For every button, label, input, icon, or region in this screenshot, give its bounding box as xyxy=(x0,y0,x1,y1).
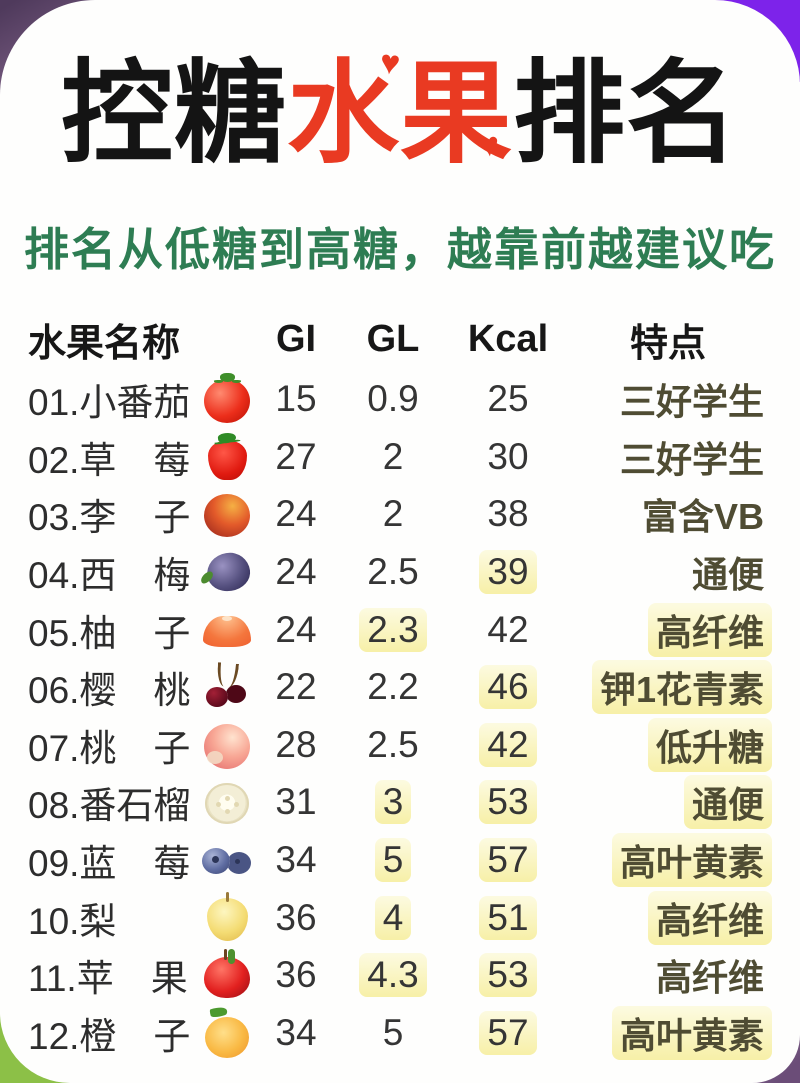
table-row: 06.樱 桃 22 2.2 46 钾1花青素 xyxy=(28,658,772,716)
header-fruit-name: 水果名称 xyxy=(28,323,181,366)
orange-icon xyxy=(200,1006,254,1060)
apple-icon xyxy=(200,948,254,1002)
gi-value: 36 xyxy=(275,954,317,996)
fruit-rank-name: 03.李 子 xyxy=(28,497,191,539)
feature-text: 高纤维 xyxy=(647,602,772,657)
gi-value: 28 xyxy=(275,723,317,765)
feature-text: 富含VB xyxy=(641,496,764,538)
gl-value: 4.3 xyxy=(359,953,427,998)
feature-text: 三好学生 xyxy=(619,438,764,480)
table-row: 12.橙 子 34 5 57 高叶黄素 xyxy=(28,1004,772,1062)
page-title: 控糖水果 ♥ ♥ 排名 xyxy=(0,42,800,185)
pomelo-icon xyxy=(200,603,254,657)
feature-text: 高纤维 xyxy=(647,890,772,945)
kcal-value: 38 xyxy=(487,493,529,535)
gl-value: 0.9 xyxy=(367,378,419,420)
table-row: 11.苹 果 36 4.3 53 高纤维 xyxy=(28,946,772,1004)
gl-value: 2 xyxy=(382,435,404,477)
feature-text: 钾1花青素 xyxy=(591,660,772,715)
guava-icon xyxy=(200,775,254,829)
gl-value: 2.5 xyxy=(367,723,419,765)
gl-value: 2.2 xyxy=(367,666,419,708)
gi-value: 34 xyxy=(275,1011,317,1053)
gl-value: 5 xyxy=(374,837,412,882)
heart-icon: ♥ xyxy=(477,125,502,165)
cherry-icon xyxy=(200,660,254,714)
header-feature: 特点 xyxy=(629,323,706,366)
fruit-rank-name: 04.西 梅 xyxy=(28,554,191,596)
table-row: 10.梨 36 4 51 高纤维 xyxy=(28,889,772,947)
table-header-row: 水果名称 GI GL Kcal 特点 xyxy=(28,312,772,366)
table-row: 04.西 梅 24 2.5 39 通便 xyxy=(28,543,772,601)
fruit-rank-name: 06.樱 桃 xyxy=(28,670,191,712)
title-part-black-left: 控糖 xyxy=(61,51,287,176)
header-kcal: Kcal xyxy=(467,318,549,361)
kcal-value: 53 xyxy=(479,780,537,825)
gl-value: 2 xyxy=(382,493,404,535)
gl-value: 3 xyxy=(374,780,412,825)
fruit-ranking-table: 水果名称 GI GL Kcal 特点 01.小番茄 15 0.9 25 三好学生… xyxy=(28,312,772,1061)
gl-value: 4 xyxy=(374,895,412,940)
kcal-value: 30 xyxy=(487,435,529,477)
fruit-rank-name: 01.小番茄 xyxy=(28,382,191,424)
gi-value: 24 xyxy=(275,608,317,650)
gl-value: 5 xyxy=(382,1011,404,1053)
gi-value: 24 xyxy=(275,550,317,592)
kcal-value: 25 xyxy=(487,378,529,420)
gi-value: 24 xyxy=(275,493,317,535)
table-row: 05.柚 子 24 2.3 42 高纤维 xyxy=(28,601,772,659)
gi-value: 34 xyxy=(275,838,317,880)
feature-text: 通便 xyxy=(691,553,764,595)
prune-icon xyxy=(200,545,254,599)
fruit-rank-name: 11.苹 果 xyxy=(28,958,188,1000)
kcal-value: 53 xyxy=(479,953,537,998)
table-row: 01.小番茄 15 0.9 25 三好学生 xyxy=(28,370,772,428)
fruit-rank-name: 08.番石榴 xyxy=(28,785,191,827)
feature-text: 高叶黄素 xyxy=(611,832,772,887)
kcal-value: 46 xyxy=(479,665,537,710)
strawberry-icon xyxy=(200,430,254,484)
subtitle: 排名从低糖到高糖，越靠前越建议吃 xyxy=(23,224,776,276)
gl-value: 2.5 xyxy=(367,550,419,592)
tomato-icon xyxy=(200,372,254,426)
feature-text: 三好学生 xyxy=(619,381,764,423)
kcal-value: 57 xyxy=(479,1010,537,1055)
pear-icon xyxy=(200,891,254,945)
gi-value: 22 xyxy=(275,666,317,708)
table-row: 02.草 莓 27 2 30 三好学生 xyxy=(28,428,772,486)
fruit-rank-name: 09.蓝 莓 xyxy=(28,842,191,884)
table-row: 08.番石榴 31 3 53 通便 xyxy=(28,774,772,832)
gi-value: 31 xyxy=(275,781,317,823)
gl-value: 2.3 xyxy=(359,607,427,652)
kcal-value: 42 xyxy=(487,608,529,650)
plum-icon xyxy=(200,487,254,541)
fruit-rank-name: 07.桃 子 xyxy=(28,727,191,769)
fruit-rank-name: 12.橙 子 xyxy=(28,1015,191,1057)
heart-icon: ♥ xyxy=(377,42,403,84)
table-row: 09.蓝 莓 34 5 57 高叶黄素 xyxy=(28,831,772,889)
fruit-rank-name: 05.柚 子 xyxy=(28,612,191,654)
kcal-value: 51 xyxy=(479,895,537,940)
gi-value: 36 xyxy=(275,896,317,938)
kcal-value: 39 xyxy=(479,549,537,594)
feature-text: 高纤维 xyxy=(655,957,764,999)
feature-text: 高叶黄素 xyxy=(611,1005,772,1060)
peach-icon xyxy=(200,718,254,772)
header-gi: GI xyxy=(275,318,317,361)
blueberry-icon xyxy=(200,833,254,887)
gi-value: 27 xyxy=(275,435,317,477)
fruit-rank-name: 10.梨 xyxy=(28,900,117,942)
feature-text: 通便 xyxy=(683,775,772,830)
kcal-value: 57 xyxy=(479,837,537,882)
title-part-black-right: 排名 xyxy=(513,51,739,176)
header-gl: GL xyxy=(366,318,420,361)
fruit-rank-name: 02.草 莓 xyxy=(28,439,191,481)
table-row: 03.李 子 24 2 38 富含VB xyxy=(28,486,772,544)
gi-value: 15 xyxy=(275,378,317,420)
feature-text: 低升糖 xyxy=(647,717,772,772)
title-part-red: 水果 ♥ ♥ xyxy=(287,42,513,176)
table-row: 07.桃 子 28 2.5 42 低升糖 xyxy=(28,716,772,774)
kcal-value: 42 xyxy=(479,722,537,767)
